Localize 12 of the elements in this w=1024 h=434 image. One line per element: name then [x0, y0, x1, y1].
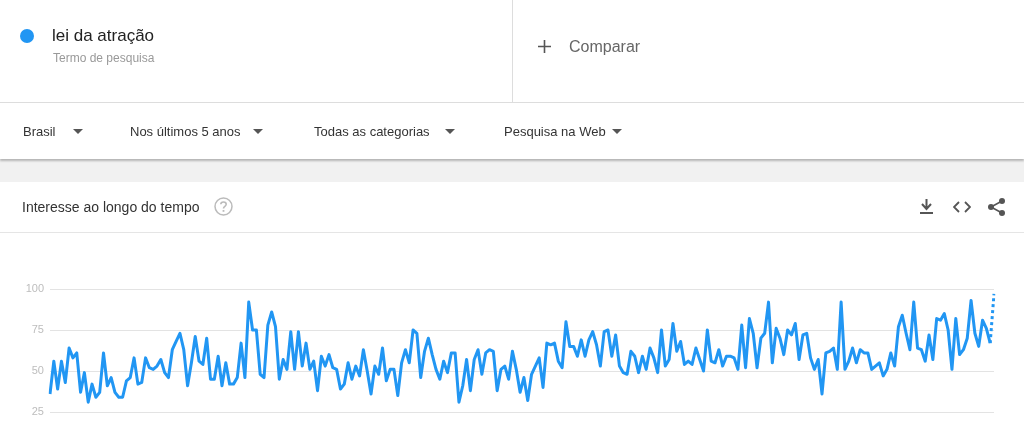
chart-title: Interesse ao longo do tempo [22, 199, 200, 215]
text: Pesquisa na Web [504, 124, 606, 139]
text: Brasil [23, 124, 56, 139]
y-tick-label: 25 [31, 405, 44, 418]
text: Nos últimos 5 anos [130, 124, 241, 139]
y-tick-label: 100 [25, 282, 44, 295]
y-tick-label: 50 [31, 364, 44, 377]
text: Termo de pesquisa [53, 51, 155, 65]
legend-label: lei da atração [52, 26, 155, 46]
y-tick-label: 75 [31, 323, 44, 336]
text: Comparar [569, 38, 641, 56]
text: Todas as categorias [314, 124, 430, 139]
